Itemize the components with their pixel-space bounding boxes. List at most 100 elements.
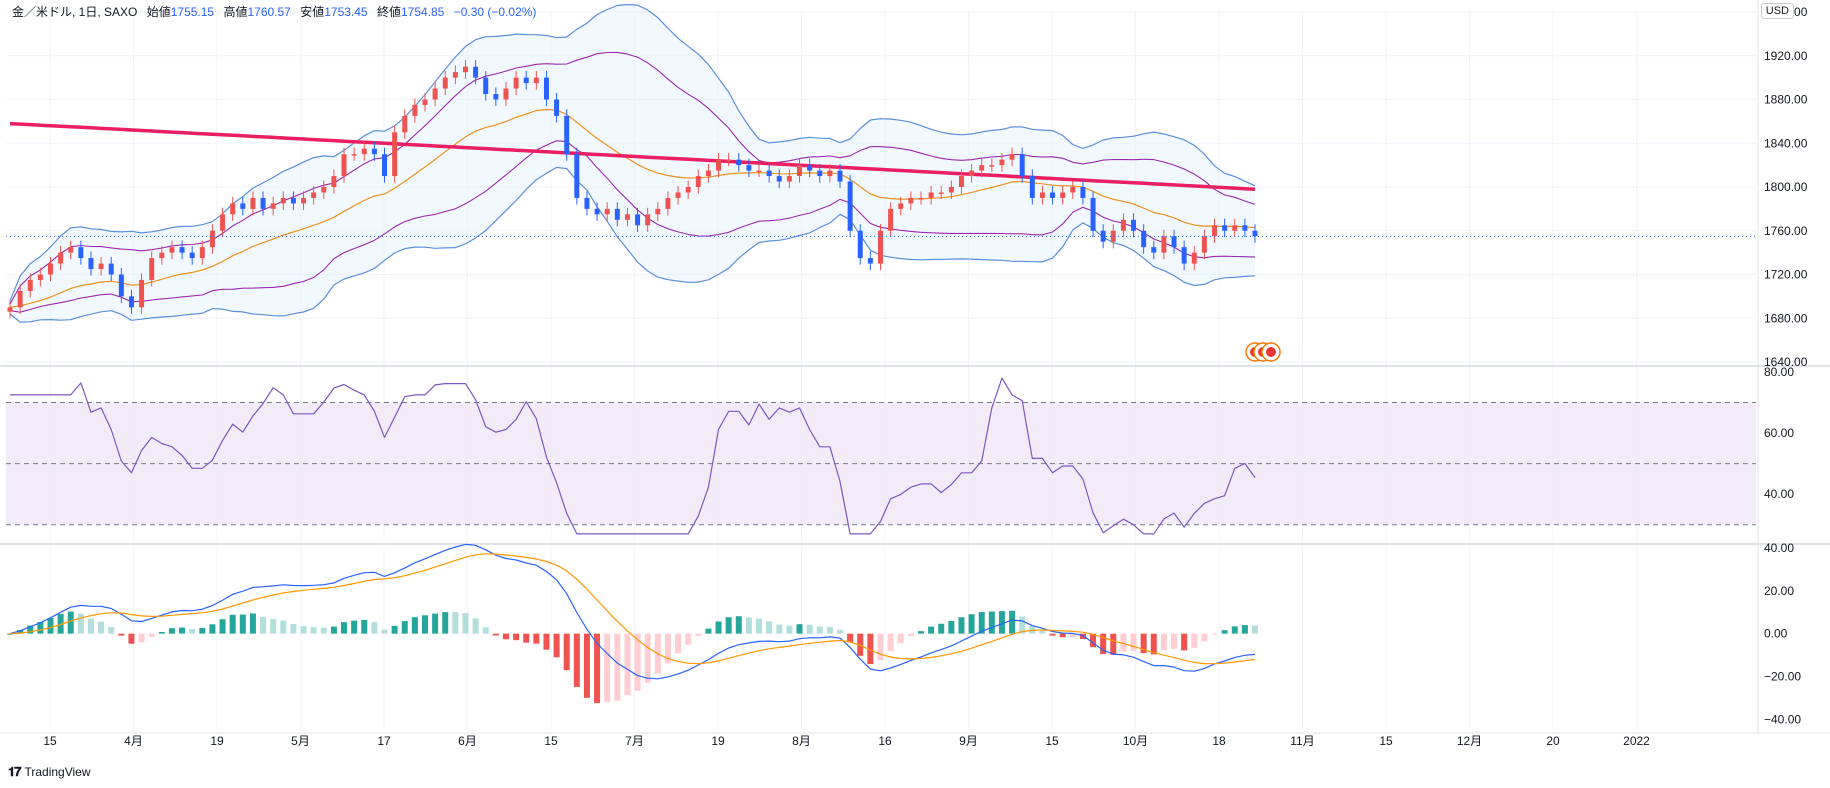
- candle-body: [797, 165, 803, 177]
- candle-body: [361, 148, 367, 155]
- candle-body: [746, 165, 752, 171]
- macd-histogram-bar: [867, 633, 874, 665]
- rsi-line: [10, 377, 1256, 535]
- candle-body: [928, 192, 934, 198]
- macd-histogram-bar: [47, 618, 54, 634]
- candle-body: [1191, 252, 1197, 264]
- candle-body: [139, 279, 145, 308]
- candle-body: [1090, 197, 1096, 231]
- change-value: −0.30 (−0.02%): [453, 5, 537, 19]
- macd-histogram-bar: [745, 617, 752, 634]
- macd-histogram-bar: [77, 613, 84, 634]
- candle-body: [1171, 236, 1177, 248]
- candle-body: [1080, 187, 1086, 198]
- macd-histogram-bar: [796, 624, 803, 634]
- candle-body: [311, 192, 317, 198]
- macd-histogram-bar: [1160, 633, 1167, 651]
- macd-histogram-bar: [725, 617, 732, 634]
- candle-body: [68, 247, 74, 253]
- macd-signal-line: [9, 553, 1256, 665]
- macd-histogram-bar: [239, 614, 246, 634]
- candle-body: [604, 208, 610, 215]
- macd-tick-label: 20.00: [1764, 584, 1794, 598]
- bollinger-upper-line: [9, 3, 1256, 302]
- candle-body: [1161, 236, 1167, 253]
- candle-body: [1212, 225, 1218, 237]
- macd-histogram-bar: [17, 630, 24, 634]
- time-tick-label: 15: [1379, 734, 1393, 748]
- price-tick-label: 1920.00: [1764, 49, 1808, 63]
- macd-histogram-bar: [1069, 633, 1076, 637]
- candle-body: [331, 176, 337, 187]
- macd-histogram-bar: [1231, 626, 1238, 634]
- macd-histogram-bar: [209, 624, 216, 634]
- close-value: 1754.85: [400, 5, 445, 19]
- candle-body: [432, 88, 438, 100]
- candle-body: [999, 159, 1005, 166]
- macd-histogram-bar: [249, 613, 256, 634]
- time-tick-label: 11月: [1290, 734, 1314, 748]
- candle-body: [392, 132, 398, 177]
- macd-histogram-bar: [583, 633, 590, 698]
- rsi-tick-label: 60.00: [1764, 426, 1794, 440]
- macd-histogram-bar: [553, 633, 560, 658]
- macd-histogram-bar: [988, 611, 995, 634]
- macd-histogram-bar: [897, 633, 904, 644]
- macd-histogram-bar: [1079, 633, 1086, 639]
- candle-body: [938, 192, 944, 194]
- macd-histogram-bar: [391, 625, 398, 634]
- macd-histogram-bar: [1009, 610, 1016, 634]
- candle-body: [1070, 187, 1076, 193]
- time-tick-label: 18: [1212, 734, 1226, 748]
- macd-histogram-bar: [351, 620, 358, 634]
- time-axis: 15 4月 19 5月 17 6月 15 7月 19 8月 16 9月 15 10月 18 11月 15 12月 2…: [43, 734, 1650, 748]
- candle-body: [533, 77, 539, 84]
- price-axis: 1960.001920.001880.001840.001800.001760.…: [1764, 5, 1808, 369]
- time-tick-label: 20: [1546, 734, 1560, 748]
- macd-histogram-bar: [887, 633, 894, 652]
- candle-body: [675, 192, 681, 198]
- candle-body: [877, 230, 883, 264]
- macd-histogram-bar: [786, 625, 793, 634]
- macd-histogram-bar: [381, 629, 388, 634]
- macd-histogram-bar: [7, 633, 13, 635]
- candle-body: [736, 159, 742, 166]
- macd-histogram-bar: [1090, 633, 1097, 648]
- macd-histogram-bar: [57, 614, 64, 634]
- macd-histogram-bar: [664, 633, 671, 664]
- candle-body: [149, 258, 155, 280]
- currency-button[interactable]: USD: [1760, 3, 1794, 19]
- symbol-title[interactable]: 金／米ドル, 1日, SAXO: [12, 5, 138, 19]
- macd-histogram-bar: [644, 633, 651, 683]
- candle-body: [969, 170, 975, 177]
- candle-body: [574, 154, 580, 198]
- macd-histogram-bar: [998, 611, 1005, 634]
- macd-histogram-bar: [614, 633, 621, 701]
- candle-body: [128, 296, 134, 308]
- time-tick-label: 10月: [1123, 734, 1148, 748]
- macd-histogram-bar: [523, 633, 530, 643]
- price-tick-label: 1840.00: [1764, 136, 1808, 150]
- candle-body: [179, 247, 185, 253]
- candle-body: [665, 197, 671, 209]
- macd-tick-label: −20.00: [1764, 669, 1801, 683]
- time-tick-label: 15: [43, 734, 57, 748]
- candle-body: [118, 274, 124, 297]
- candle-body: [220, 214, 226, 231]
- time-tick-label: 19: [210, 734, 224, 748]
- macd-tick-label: −40.00: [1764, 712, 1801, 726]
- candle-body: [979, 165, 985, 171]
- candle-body: [766, 170, 772, 177]
- candle-body: [47, 263, 53, 275]
- close-label: 終値: [376, 5, 401, 19]
- macd-histogram-bar: [260, 616, 267, 634]
- time-tick-label: 15: [1045, 734, 1059, 748]
- candle-body: [847, 181, 853, 231]
- macd-histogram-bar: [1171, 633, 1178, 649]
- macd-histogram-bar: [928, 626, 935, 634]
- candle-body: [584, 197, 590, 209]
- candle-body: [1009, 154, 1015, 160]
- macd-histogram-bar: [158, 632, 165, 634]
- tradingview-logo[interactable]: 𝟏𝟕 TradingView: [8, 764, 91, 780]
